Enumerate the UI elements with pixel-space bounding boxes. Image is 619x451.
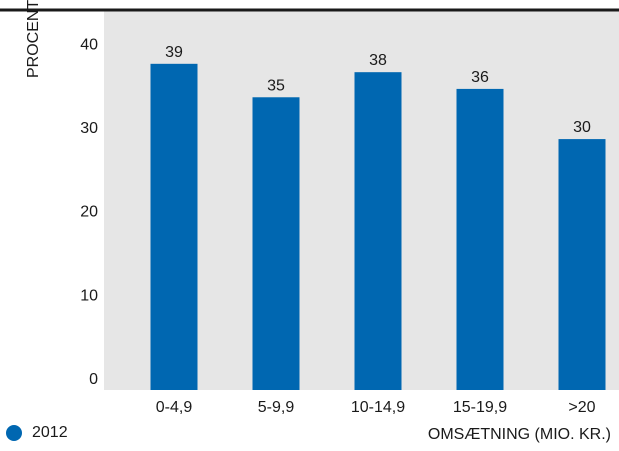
x-tick-label: 10-14,9 bbox=[351, 399, 405, 416]
y-tick-label: 20 bbox=[80, 204, 98, 221]
bar-value-label: 30 bbox=[573, 119, 591, 136]
bar bbox=[558, 139, 606, 390]
x-tick-label: 5-9,9 bbox=[258, 399, 295, 416]
y-tick-label: 10 bbox=[80, 287, 98, 304]
bar-value-label: 35 bbox=[267, 77, 285, 94]
y-axis-label: PROCENT bbox=[25, 0, 42, 78]
x-tick-label: 15-19,9 bbox=[453, 399, 507, 416]
bar bbox=[354, 72, 402, 390]
legend-marker-icon bbox=[6, 425, 22, 441]
x-axis-label: OMSÆTNING (MIO. KR.) bbox=[427, 426, 611, 443]
y-tick-label: 0 bbox=[89, 371, 98, 388]
y-tick-label: 30 bbox=[80, 120, 98, 137]
y-axis-ticks: 0 10 20 30 40 bbox=[58, 36, 104, 388]
x-axis-ticks: 0-4,9 5-9,9 10-14,9 15-19,9 >20 bbox=[156, 399, 596, 416]
bar bbox=[150, 63, 198, 391]
legend-label: 2012 bbox=[32, 424, 68, 441]
x-tick-label: >20 bbox=[568, 399, 595, 416]
bar bbox=[252, 97, 300, 390]
bar-value-label: 36 bbox=[471, 69, 489, 86]
y-tick-label: 40 bbox=[80, 36, 98, 53]
x-tick-label: 0-4,9 bbox=[156, 399, 193, 416]
bar-value-label: 39 bbox=[165, 44, 183, 61]
bar-value-label: 38 bbox=[369, 52, 387, 69]
bars: 39 35 38 36 30 bbox=[150, 44, 606, 391]
legend: 2012 bbox=[6, 424, 68, 442]
bar bbox=[456, 88, 504, 390]
